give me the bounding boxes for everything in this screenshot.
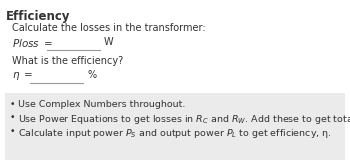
- Text: •: •: [10, 113, 15, 122]
- Text: $\eta\ =$: $\eta\ =$: [12, 70, 34, 82]
- Text: •: •: [10, 100, 15, 109]
- Text: W: W: [104, 37, 114, 47]
- Text: %: %: [87, 70, 96, 80]
- FancyBboxPatch shape: [5, 93, 345, 160]
- Text: Use Complex Numbers throughout.: Use Complex Numbers throughout.: [18, 100, 186, 109]
- Text: Use Power Equations to get losses in $R_C$ and $R_W$. Add these to get total $\m: Use Power Equations to get losses in $R_…: [18, 113, 350, 126]
- Text: $\mathit{Ploss}$$\ =$: $\mathit{Ploss}$$\ =$: [12, 37, 53, 49]
- Text: Calculate input power $P_S$ and output power $P_L$ to get efficiency, η.: Calculate input power $P_S$ and output p…: [18, 127, 332, 140]
- Text: Efficiency: Efficiency: [6, 10, 70, 23]
- Text: Calculate the losses in the transformer:: Calculate the losses in the transformer:: [12, 23, 206, 33]
- Text: •: •: [10, 127, 15, 136]
- Text: What is the efficiency?: What is the efficiency?: [12, 56, 123, 66]
